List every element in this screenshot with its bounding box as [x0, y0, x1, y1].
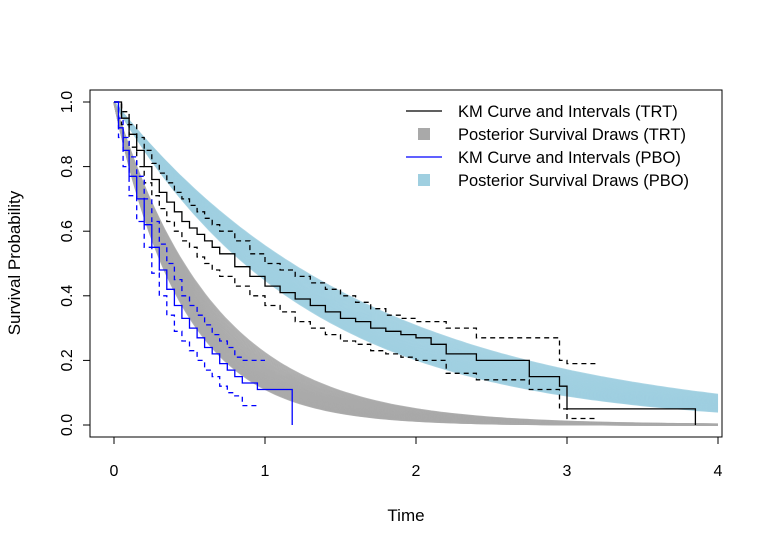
legend: KM Curve and Intervals (TRT) Posterior Su… — [406, 103, 689, 190]
y-tick-label: 0.8 — [59, 155, 76, 177]
x-tick-label: 2 — [412, 463, 421, 480]
posterior-draw-line — [113, 101, 719, 408]
trt-posterior-draws — [113, 101, 719, 426]
y-tick-label: 0.0 — [59, 414, 76, 436]
pbo-km-upper-interval — [114, 101, 265, 362]
posterior-draw-line — [113, 101, 719, 409]
x-tick-label: 1 — [261, 463, 270, 480]
legend-label: Posterior Survival Draws (PBO) — [458, 172, 689, 190]
y-tick-label: 0.2 — [59, 349, 76, 371]
y-axis: 0.0 0.2 0.4 0.6 0.8 1.0 — [59, 91, 91, 436]
pbo-km-lower-interval — [114, 101, 258, 407]
x-axis: 0 1 2 3 4 — [110, 436, 723, 480]
legend-square-key — [418, 128, 430, 140]
posterior-draw-line — [113, 101, 719, 408]
x-tick-label: 3 — [563, 463, 572, 480]
pbo-km-curves — [114, 101, 293, 425]
legend-square-key — [418, 174, 430, 186]
y-tick-label: 0.6 — [59, 220, 76, 242]
y-axis-title: Survival Probability — [5, 190, 24, 335]
x-tick-label: 0 — [110, 463, 119, 480]
legend-label: KM Curve and Intervals (TRT) — [458, 103, 678, 121]
posterior-draw-line — [113, 101, 719, 426]
y-tick-label: 1.0 — [59, 91, 76, 113]
trt-km-curves — [114, 101, 697, 425]
legend-label: Posterior Survival Draws (TRT) — [458, 126, 686, 144]
pbo-km-curve — [114, 101, 293, 425]
y-tick-label: 0.4 — [59, 285, 76, 307]
trt-km-upper-interval — [114, 101, 598, 365]
posterior-draw-line — [113, 101, 719, 409]
x-tick-label: 4 — [714, 463, 723, 480]
x-axis-title: Time — [387, 506, 424, 525]
trt-km-curve — [114, 101, 697, 425]
posterior-draw-line — [113, 101, 719, 410]
legend-label: KM Curve and Intervals (PBO) — [458, 149, 681, 167]
